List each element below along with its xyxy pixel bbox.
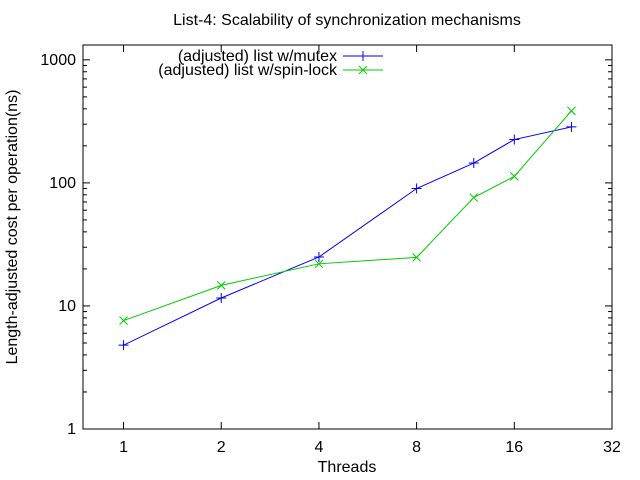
series-marker-plus-icon [118,340,129,351]
legend-sample-plus-icon [358,51,368,61]
legend-sample-cross-icon [358,65,368,75]
series-marker-cross-icon [412,253,421,262]
x-tick-label: 32 [603,439,621,456]
series-marker-plus-icon [313,251,324,262]
series-marker-plus-icon [509,134,520,145]
y-tick-label: 1 [67,421,76,438]
series-marker-cross-icon [509,172,519,181]
series-marker-plus-icon [566,121,577,132]
series-marker-plus-icon [468,158,479,169]
x-tick-label: 2 [217,439,226,456]
data-series [118,106,577,351]
y-tick-label: 1000 [40,52,76,69]
x-tick-label: 8 [412,439,421,456]
legend: (adjusted) list w/mutex(adjusted) list w… [158,48,383,79]
axis-ticks: 1 2 4 8 16 32 1 10 100 1000 [40,45,621,456]
x-tick-label: 16 [505,439,523,456]
series-marker-cross-icon [469,193,479,202]
x-tick-label: 1 [119,439,128,456]
x-axis-label: Threads [318,459,377,476]
legend-label: (adjusted) list w/mutex [178,48,337,65]
plot-border [82,44,613,430]
series-marker-cross-icon [314,259,324,269]
y-tick-label: 10 [58,298,76,315]
series-marker-cross-icon [119,316,128,325]
series-line-0 [123,126,572,346]
series-marker-plus-icon [216,293,227,304]
x-tick-label: 4 [314,439,323,456]
y-tick-label: 100 [49,175,76,192]
series-marker-plus-icon [411,183,422,194]
series-marker-cross-icon [216,281,226,290]
y-axis-label: Length-adjusted cost per operation(ns) [4,90,21,365]
chart-title: List-4: Scalability of synchronization m… [173,12,521,29]
plot-frame [82,44,613,430]
legend-label: (adjusted) list w/spin-lock [158,62,338,79]
series-line-1 [123,110,572,322]
series-marker-cross-icon [567,106,576,116]
